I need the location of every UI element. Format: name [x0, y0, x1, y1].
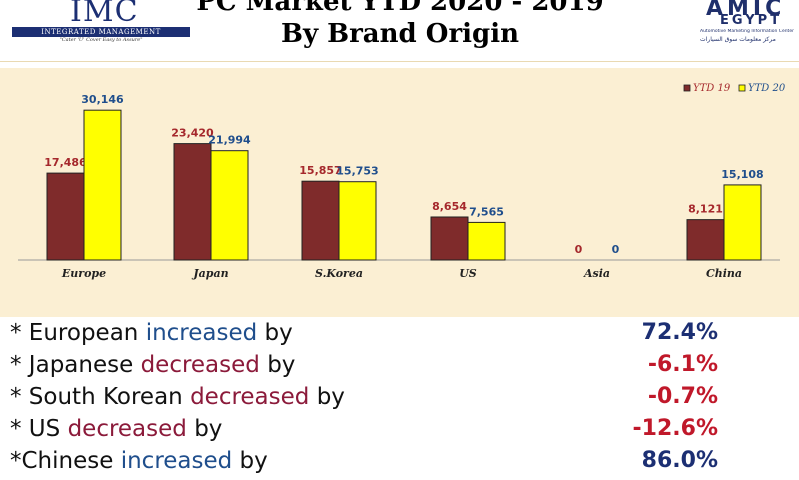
- bar-ytd19-japan: [173, 143, 212, 261]
- stat-verb: decreased: [67, 416, 187, 442]
- stat-suffix: by: [259, 352, 296, 378]
- data-label-ytd20-skorea: 15,753: [336, 165, 378, 178]
- imc-logo-banner: INTEGRATED MANAGEMENT CONSULTANCY: [12, 27, 190, 46]
- data-label-ytd19-skorea: 15,857: [299, 164, 341, 177]
- category-label-china: China: [706, 267, 742, 280]
- stat-verb: decreased: [140, 352, 260, 378]
- stat-text: *Chinese increased by: [10, 445, 268, 477]
- data-label-ytd20-asia: 0: [612, 243, 620, 256]
- data-label-ytd19-china: 8,121: [688, 203, 723, 216]
- stat-value: -0.7%: [647, 384, 718, 409]
- stat-subject: * South Korean: [10, 384, 191, 410]
- amic-logo-sub: EGYPT: [720, 13, 783, 28]
- stat-text: * South Korean decreased by: [10, 381, 345, 413]
- stat-verb: increased: [145, 320, 258, 346]
- bar-chart: 17,486 30,146 Europe 23,420 21,994 Japan 15,85…: [0, 68, 799, 317]
- title-line-2: By Brand Origin: [281, 19, 519, 49]
- stat-verb: increased: [120, 448, 233, 474]
- data-label-ytd20-japan: 21,994: [208, 134, 251, 147]
- imc-logo-slogan: "Cater 'U' Cover Easy to Assure": [59, 37, 143, 43]
- data-label-ytd19-asia: 0: [575, 243, 583, 256]
- amic-logo-arabic: مركز معلومات سوق السيارات: [700, 36, 776, 43]
- stat-row: *Chinese increased by 86.0%: [0, 445, 799, 477]
- bar-ytd20-china: [723, 184, 762, 261]
- data-label-ytd20-europe: 30,146: [81, 93, 124, 106]
- data-label-ytd19-us: 8,654: [432, 200, 467, 213]
- legend-swatch-ytd19: [683, 84, 691, 92]
- stat-suffix: by: [186, 416, 223, 442]
- stat-verb: decreased: [190, 384, 310, 410]
- stat-suffix: by: [232, 448, 268, 474]
- stat-suffix: by: [257, 320, 293, 346]
- stat-subject: * Japanese: [10, 352, 141, 378]
- stat-value: 86.0%: [641, 448, 718, 473]
- page-title: PC Market YTD 2020 - 2019 By Brand Origi…: [160, 0, 640, 50]
- stat-row: * US decreased by -12.6%: [0, 413, 799, 445]
- legend-label-ytd20: YTD 20: [748, 83, 786, 94]
- amic-logo-tagline: Automotive Marketing Information Center: [700, 29, 794, 34]
- stat-row: * South Korean decreased by -0.7%: [0, 381, 799, 413]
- data-label-ytd19-europe: 17,486: [44, 156, 87, 169]
- bar-ytd20-skorea: [338, 181, 377, 261]
- stat-text: * European increased by: [10, 317, 293, 349]
- bar-ytd19-europe: [46, 172, 85, 261]
- bar-ytd20-japan: [210, 150, 249, 261]
- stats-list: * European increased by 72.4% * Japanese d…: [0, 317, 799, 480]
- data-label-ytd20-china: 15,108: [721, 168, 763, 181]
- amic-logo-main: AMIC: [706, 0, 786, 21]
- amic-logo: AMIC EGYPT Automotive Marketing Informat…: [696, 0, 799, 58]
- stat-suffix: by: [309, 384, 345, 410]
- imc-logo: IMC INTEGRATED MANAGEMENT CONSULTANCY "C…: [6, 0, 190, 46]
- stat-text: * US decreased by: [10, 413, 222, 445]
- bar-ytd20-europe: [83, 109, 122, 261]
- stat-text: * Japanese decreased by: [10, 349, 295, 381]
- bar-ytd20-us: [467, 221, 506, 261]
- legend-label-ytd19: YTD 19: [693, 83, 731, 94]
- data-label-ytd20-us: 7,565: [469, 205, 504, 218]
- title-line-1: PC Market YTD 2020 - 2019: [196, 0, 604, 17]
- stat-subject: * US: [10, 416, 68, 442]
- imc-logo-name: IMC: [70, 0, 139, 29]
- stat-row: * European increased by 72.4%: [0, 317, 799, 349]
- stat-subject: *Chinese: [10, 448, 121, 474]
- bar-ytd19-us: [430, 216, 469, 261]
- stat-value: -6.1%: [647, 352, 718, 377]
- legend-swatch-ytd20: [738, 84, 746, 92]
- category-label-us: US: [459, 267, 477, 280]
- bar-ytd19-china: [686, 219, 725, 261]
- header: IMC INTEGRATED MANAGEMENT CONSULTANCY "C…: [0, 0, 799, 62]
- category-label-japan: Japan: [191, 267, 228, 280]
- header-divider: [0, 61, 799, 62]
- stat-row: * Japanese decreased by -6.1%: [0, 349, 799, 381]
- stat-subject: * European: [10, 320, 146, 346]
- bar-ytd19-skorea: [301, 180, 340, 261]
- category-label-europe: Europe: [61, 267, 106, 280]
- category-label-skorea: S.Korea: [315, 267, 363, 280]
- category-label-asia: Asia: [583, 267, 610, 280]
- data-label-ytd19-japan: 23,420: [171, 127, 214, 140]
- stat-value: -12.6%: [632, 416, 718, 441]
- stat-value: 72.4%: [641, 320, 718, 345]
